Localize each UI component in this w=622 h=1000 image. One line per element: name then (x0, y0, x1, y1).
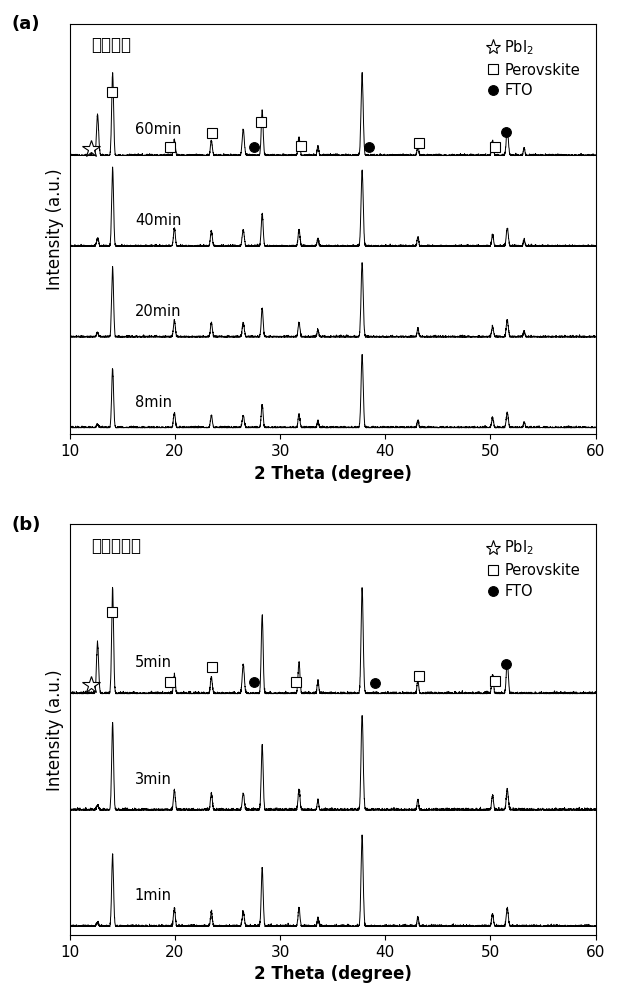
Text: (b): (b) (12, 516, 41, 534)
Legend: PbI$_2$, Perovskite, FTO: PbI$_2$, Perovskite, FTO (487, 35, 583, 101)
Text: 1min: 1min (135, 888, 172, 903)
Y-axis label: Intensity (a.u.): Intensity (a.u.) (46, 669, 64, 791)
Legend: PbI$_2$, Perovskite, FTO: PbI$_2$, Perovskite, FTO (487, 536, 583, 602)
Text: 传统方法: 传统方法 (91, 36, 131, 54)
Text: 60min: 60min (135, 122, 181, 137)
Text: 3min: 3min (135, 772, 172, 787)
Text: 20min: 20min (135, 304, 182, 319)
Text: (a): (a) (12, 15, 40, 33)
Text: 40min: 40min (135, 213, 181, 228)
Text: 8min: 8min (135, 395, 172, 410)
Y-axis label: Intensity (a.u.): Intensity (a.u.) (46, 168, 64, 290)
Text: 5min: 5min (135, 655, 172, 670)
X-axis label: 2 Theta (degree): 2 Theta (degree) (254, 965, 412, 983)
Text: 本发明方法: 本发明方法 (91, 537, 141, 555)
X-axis label: 2 Theta (degree): 2 Theta (degree) (254, 465, 412, 483)
